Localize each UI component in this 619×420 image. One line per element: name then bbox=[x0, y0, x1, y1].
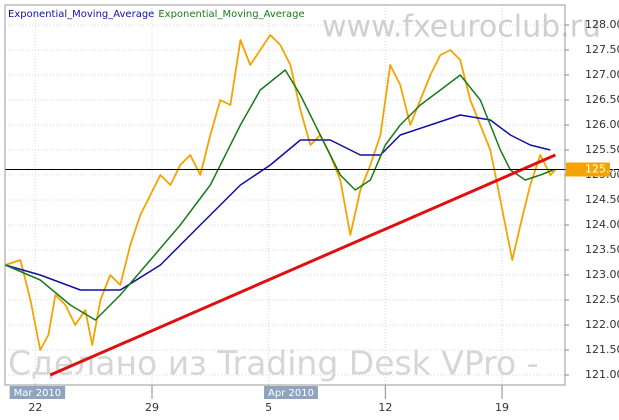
legend-entry: Exponential_Moving_Average bbox=[8, 9, 154, 20]
legend: Exponential_Moving_Average Exponential_Mo… bbox=[8, 9, 305, 20]
plot-frame bbox=[4, 4, 566, 386]
x-tick-label: 29 bbox=[145, 401, 159, 414]
watermark-credit: Сделано из Trading Desk VPro - bbox=[8, 344, 539, 383]
y-tick-label: 122.00 bbox=[585, 318, 619, 331]
watermark-site: www.fxeuroclub.ru bbox=[322, 10, 601, 45]
legend-entry: Exponential_Moving_Average bbox=[158, 9, 304, 20]
last-price-box bbox=[566, 162, 610, 177]
y-tick-label: 123.00 bbox=[585, 268, 619, 281]
series-line bbox=[4, 69, 554, 321]
x-tick-label: 5 bbox=[265, 401, 272, 414]
y-tick-label: 127.50 bbox=[585, 43, 619, 56]
y-tick-label: 124.00 bbox=[585, 218, 619, 231]
period-box bbox=[264, 386, 318, 399]
period-label: Mar 2010 bbox=[14, 388, 62, 399]
y-tick-label: 121.50 bbox=[585, 343, 619, 356]
y-tick-label: 127.00 bbox=[585, 68, 619, 81]
axes: 121.00 121.50 122.00 122.50 123.00 123.50 124.… bbox=[9, 18, 619, 414]
x-tick-label: 19 bbox=[495, 401, 509, 414]
last-price-label: 125.11 bbox=[585, 163, 619, 176]
period-box bbox=[9, 386, 66, 399]
y-tick-label: 124.50 bbox=[585, 193, 619, 206]
series-line bbox=[4, 34, 557, 351]
series-line bbox=[5, 114, 551, 291]
x-tick-label: 12 bbox=[378, 401, 392, 414]
x-tick-label: 22 bbox=[28, 401, 42, 414]
y-tick-label: 125.50 bbox=[585, 143, 619, 156]
y-tick-label: 121.00 bbox=[585, 368, 619, 381]
y-tick-label: 122.50 bbox=[585, 293, 619, 306]
y-tick-label: 123.50 bbox=[585, 243, 619, 256]
grid bbox=[5, 5, 565, 385]
series-line bbox=[49, 153, 557, 377]
series-group bbox=[4, 34, 619, 377]
y-tick-label: 128.00 bbox=[585, 18, 619, 31]
period-label: Apr 2010 bbox=[268, 388, 314, 399]
y-tick-label: 126.50 bbox=[585, 93, 619, 106]
y-tick-label: 126.00 bbox=[585, 118, 619, 131]
